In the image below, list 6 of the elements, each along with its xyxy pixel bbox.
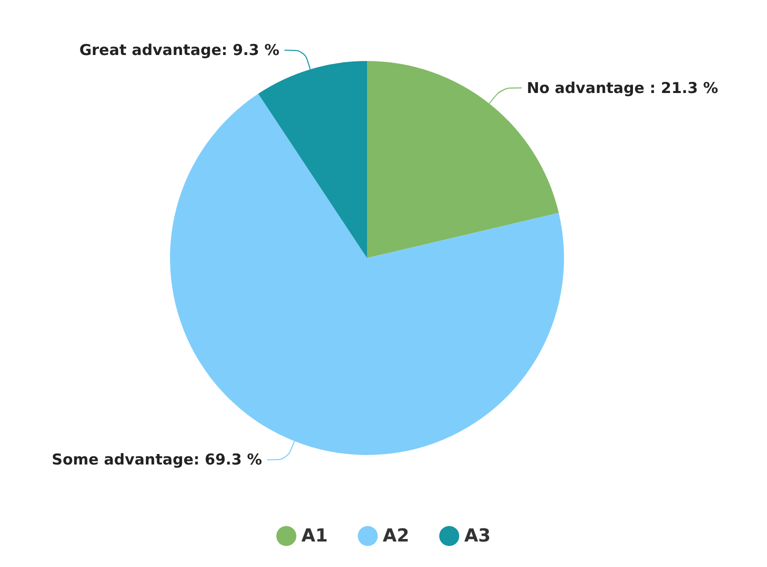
data-label: No advantage : 21.3 % [526,78,718,97]
data-label: Great advantage: 9.3 % [79,41,280,60]
legend-label: A2 [382,526,410,546]
legend-label: A1 [301,526,328,546]
legend-label: A3 [464,526,491,546]
data-label: Some advantage: 69.3 % [52,450,262,469]
